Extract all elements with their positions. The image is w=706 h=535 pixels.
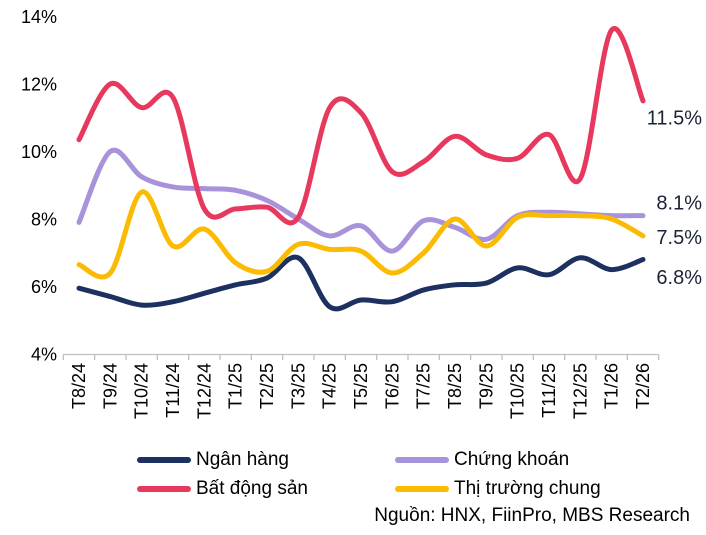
series-end-label-1: 8.1%: [656, 193, 702, 215]
x-tick-label: T5/25: [351, 363, 371, 409]
series-end-label-2: 11.5%: [647, 107, 702, 129]
x-tick-label: T9/24: [100, 363, 120, 409]
x-tick-label: T8/25: [445, 363, 465, 409]
legend-swatch-thi-truong-chung: [395, 486, 449, 492]
x-tick-label: T2/26: [633, 363, 653, 409]
series-end-label-3: 7.5%: [656, 227, 702, 249]
legend-label-bat-dong-san: Bất động sản: [196, 478, 308, 499]
x-tick-label: T8/24: [69, 363, 89, 409]
x-tick-label: T12/24: [194, 363, 214, 419]
legend-swatch-ngan-hang: [137, 457, 191, 463]
y-tick-label: 6%: [31, 277, 57, 297]
x-tick-label: T7/25: [414, 363, 434, 409]
x-tick-label: T1/25: [226, 363, 246, 409]
legend-swatch-chung-khoan: [395, 457, 449, 463]
x-tick-label: T10/25: [508, 363, 528, 419]
series-end-label-0: 6.8%: [656, 267, 702, 289]
x-tick-label: T2/25: [257, 363, 277, 409]
x-tick-label: T4/25: [320, 363, 340, 409]
y-tick-label: 4%: [31, 345, 57, 365]
legend-item-ngan-hang: Ngân hàng: [137, 449, 289, 471]
legend-item-chung-khoan: Chứng khoán: [395, 449, 569, 471]
x-tick-label: T10/24: [132, 363, 152, 419]
series-line-1: [76, 147, 646, 254]
legend-swatch-bat-dong-san: [137, 486, 191, 492]
chart-plot-area: 4% 6% 8% 10% 12% 14% T8/24 T9/24 T10/24 T11/24 T12…: [21, 7, 702, 419]
x-tick-label: T11/25: [539, 363, 559, 418]
source-note: Nguồn: HNX, FiinPro, MBS Research: [374, 505, 690, 526]
x-tick-label: T3/25: [288, 363, 308, 409]
y-tick-label: 10%: [21, 142, 57, 162]
legend-label-chung-khoan: Chứng khoán: [454, 449, 570, 470]
x-tick-label: T9/25: [476, 363, 496, 409]
series-line-3: [76, 189, 646, 280]
y-tick-label: 14%: [21, 7, 57, 27]
series-line-2: [76, 25, 646, 226]
y-tick-label: 12%: [21, 75, 57, 95]
legend-item-bat-dong-san: Bất động sản: [137, 478, 308, 500]
x-tick-label: T11/24: [163, 363, 183, 418]
y-tick-label: 8%: [31, 210, 57, 230]
legend-label-ngan-hang: Ngân hàng: [196, 449, 289, 470]
x-tick-label: T1/26: [602, 363, 622, 409]
x-tick-label: T12/25: [570, 363, 590, 419]
series-line-0: [76, 254, 646, 312]
legend-item-thi-truong-chung: Thị trường chung: [395, 478, 601, 500]
x-tick-label: T6/25: [382, 363, 402, 409]
legend-label-thi-truong-chung: Thị trường chung: [454, 478, 601, 499]
